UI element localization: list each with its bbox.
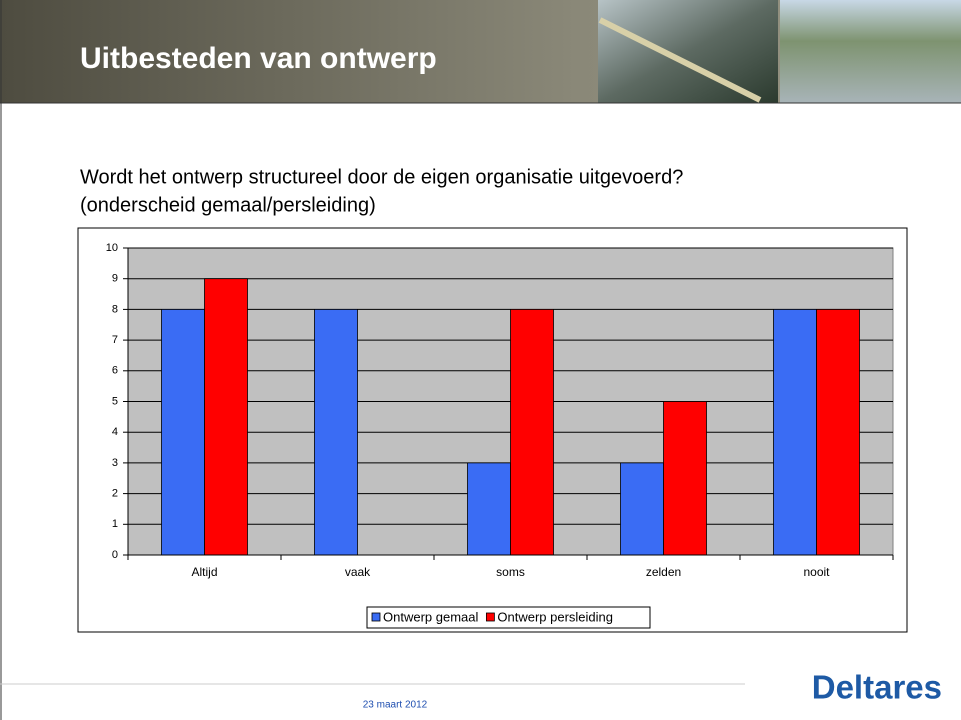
y-tick-label: 0 (112, 549, 118, 561)
y-tick-label: 10 (106, 242, 118, 254)
logo: Deltares (812, 669, 942, 706)
bar (773, 308, 817, 556)
y-tick-label: 1 (112, 518, 118, 530)
y-tick-label: 3 (112, 457, 118, 469)
y-tick-label: 7 (112, 334, 118, 346)
x-tick-label: Altijd (191, 565, 217, 579)
x-tick-label: zelden (646, 565, 681, 579)
legend-swatch (485, 612, 495, 622)
y-tick-label: 9 (112, 273, 118, 285)
bar (161, 308, 205, 556)
legend-swatch (371, 612, 381, 622)
y-tick-label: 8 (112, 303, 118, 315)
bar (314, 308, 358, 556)
legend-label: Ontwerp gemaal (383, 609, 478, 624)
slide-title: Uitbesteden van ontwerp (80, 42, 437, 75)
legend-label: Ontwerp persleiding (497, 609, 613, 624)
header-photo (780, 0, 961, 103)
bar (204, 278, 248, 556)
question: (onderscheid gemaal/persleiding) (80, 194, 376, 216)
x-tick-label: nooit (803, 565, 830, 579)
chart: 0 1 2 3 4 5 6 7 8 9 10 Altijd vaak soms zelden nooit Ont… (106, 242, 894, 629)
bar (510, 308, 554, 556)
y-tick-label: 2 (112, 488, 118, 500)
y-tick-label: 4 (112, 426, 118, 438)
bar (663, 401, 707, 556)
x-tick-label: soms (496, 565, 525, 579)
bar (816, 308, 860, 556)
legend-box (366, 606, 651, 629)
bar (620, 462, 664, 556)
y-tick-label: 6 (112, 365, 118, 377)
footer-date: 23 maart 2012 (363, 700, 428, 711)
bar (467, 462, 511, 556)
photo-bridge (598, 17, 762, 103)
header-photo (598, 0, 778, 103)
x-tick-label: vaak (345, 565, 371, 579)
y-tick-label: 5 (112, 395, 118, 407)
question: Wordt het ontwerp structureel door de ei… (80, 166, 683, 188)
